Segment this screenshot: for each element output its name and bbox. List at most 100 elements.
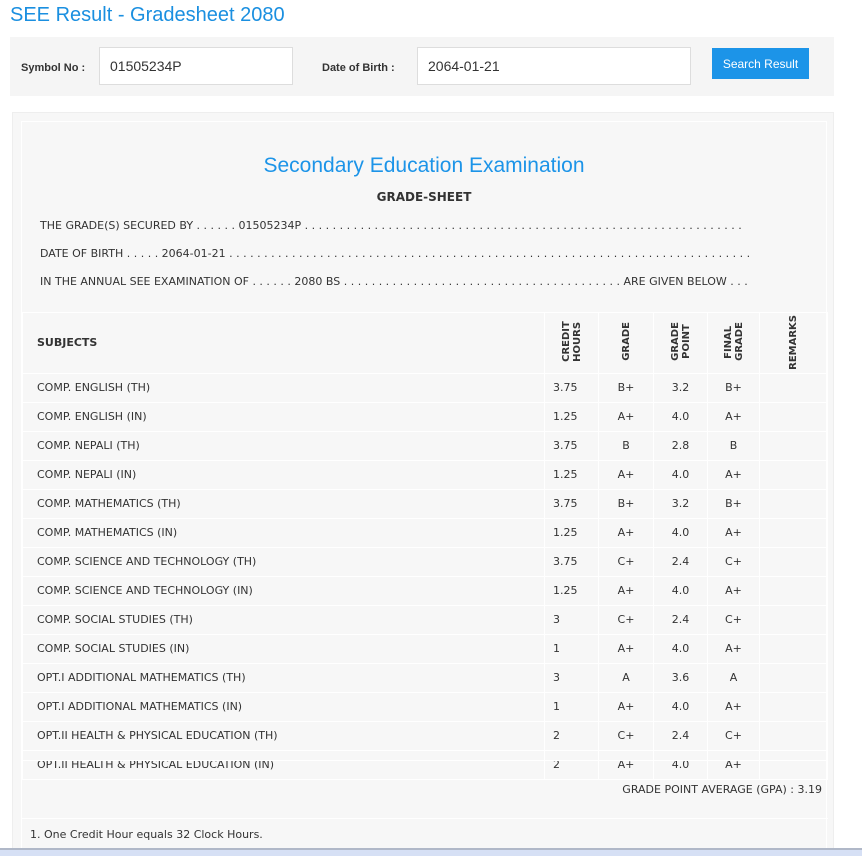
table-row: COMP. SCIENCE AND TECHNOLOGY (IN) 1.25 A+ 4… — [22, 575, 828, 606]
cell-grade: A+ — [598, 633, 654, 664]
cell-remarks — [759, 691, 828, 722]
cell-final-grade: A+ — [707, 459, 760, 490]
cell-grade-point: 2.4 — [653, 604, 708, 635]
cell-grade: A+ — [598, 517, 654, 548]
cell-grade-point: 4.0 — [653, 633, 708, 664]
cell-remarks — [759, 488, 828, 519]
cell-credit-hours: 1.25 — [544, 575, 599, 606]
cell-credit-hours: 2 — [544, 720, 599, 751]
dob-input[interactable] — [417, 47, 691, 85]
table-row: COMP. NEPALI (TH) 3.75 B 2.8 B — [22, 430, 828, 461]
cell-credit-hours: 2 — [544, 749, 599, 780]
gpa-summary: GRADE POINT AVERAGE (GPA) : 3.19 — [22, 760, 828, 818]
cell-final-grade: B — [707, 430, 760, 461]
secured-by-line: THE GRADE(S) SECURED BY . . . . . . 0150… — [40, 219, 742, 232]
cell-credit-hours: 3.75 — [544, 372, 599, 403]
cell-credit-hours: 1.25 — [544, 517, 599, 548]
cell-credit-hours: 3.75 — [544, 488, 599, 519]
cell-final-grade: A+ — [707, 633, 760, 664]
cell-remarks — [759, 604, 828, 635]
cell-grade: B+ — [598, 488, 654, 519]
dob-line: DATE OF BIRTH . . . . . 2064-01-21 . . .… — [40, 247, 751, 260]
col-remarks: REMARKS — [788, 315, 799, 370]
cell-grade: C+ — [598, 546, 654, 577]
cell-credit-hours: 3.75 — [544, 430, 599, 461]
cell-subject: COMP. SOCIAL STUDIES (TH) — [22, 604, 545, 635]
symbol-input[interactable] — [99, 47, 293, 85]
cell-credit-hours: 1.25 — [544, 459, 599, 490]
cell-grade-point: 3.2 — [653, 488, 708, 519]
page-title: SEE Result - Gradesheet 2080 — [10, 4, 285, 26]
cell-grade-point: 3.6 — [653, 662, 708, 693]
table-row: COMP. ENGLISH (IN) 1.25 A+ 4.0 A+ — [22, 401, 828, 432]
cell-credit-hours: 3 — [544, 604, 599, 635]
cell-credit-hours: 3.75 — [544, 546, 599, 577]
cell-subject: COMP. ENGLISH (TH) — [22, 372, 545, 403]
cell-grade: B — [598, 430, 654, 461]
col-grade: GRADE — [620, 322, 632, 361]
cell-subject: COMP. SCIENCE AND TECHNOLOGY (TH) — [22, 546, 545, 577]
cell-grade: A — [598, 662, 654, 693]
cell-subject: COMP. NEPALI (TH) — [22, 430, 545, 461]
exam-line: IN THE ANNUAL SEE EXAMINATION OF . . . .… — [40, 275, 748, 288]
search-result-button[interactable]: Search Result — [712, 48, 809, 79]
cell-subject: COMP. MATHEMATICS (TH) — [22, 488, 545, 519]
table-row: COMP. MATHEMATICS (TH) 3.75 B+ 3.2 B+ — [22, 488, 828, 519]
cell-credit-hours: 3 — [544, 662, 599, 693]
cell-final-grade: B+ — [707, 372, 760, 403]
cell-subject: OPT.II HEALTH & PHYSICAL EDUCATION (TH) — [22, 720, 545, 751]
cell-remarks — [759, 372, 828, 403]
cell-grade: B+ — [598, 372, 654, 403]
table-row: COMP. MATHEMATICS (IN) 1.25 A+ 4.0 A+ — [22, 517, 828, 548]
cell-grade: A+ — [598, 459, 654, 490]
cell-remarks — [759, 633, 828, 664]
cell-grade-point: 4.0 — [653, 575, 708, 606]
symbol-label: Symbol No : — [21, 62, 86, 74]
dob-label: Date of Birth : — [322, 62, 395, 74]
cell-grade: A+ — [598, 401, 654, 432]
col-subjects: SUBJECTS — [22, 312, 545, 374]
cell-grade-point: 4.0 — [653, 517, 708, 548]
cell-grade-point: 4.0 — [653, 749, 708, 780]
table-row: OPT.I ADDITIONAL MATHEMATICS (TH) 3 A 3.6 A — [22, 662, 828, 693]
cell-final-grade: A+ — [707, 691, 760, 722]
cell-subject: OPT.I ADDITIONAL MATHEMATICS (IN) — [22, 691, 545, 722]
table-row: OPT.II HEALTH & PHYSICAL EDUCATION (TH) 2… — [22, 720, 828, 751]
credit-hour-note: 1. One Credit Hour equals 32 Clock Hours… — [22, 818, 828, 852]
table-header: SUBJECTS CREDIT HOURS GRADE GRADE POINT … — [22, 312, 828, 374]
bottom-bar — [0, 848, 862, 856]
cell-subject: COMP. SOCIAL STUDIES (IN) — [22, 633, 545, 664]
table-row: COMP. SCIENCE AND TECHNOLOGY (TH) 3.75 C+ 2… — [22, 546, 828, 577]
cell-remarks — [759, 517, 828, 548]
cell-credit-hours: 1.25 — [544, 401, 599, 432]
cell-final-grade: A+ — [707, 575, 760, 606]
cell-final-grade: A — [707, 662, 760, 693]
cell-grade-point: 3.2 — [653, 372, 708, 403]
cell-grade-point: 2.4 — [653, 546, 708, 577]
cell-final-grade: C+ — [707, 720, 760, 751]
cell-grade-point: 4.0 — [653, 691, 708, 722]
table-row: OPT.I ADDITIONAL MATHEMATICS (IN) 1 A+ 4.0 A… — [22, 691, 828, 722]
cell-final-grade: B+ — [707, 488, 760, 519]
col-grade-point: GRADE POINT — [669, 322, 692, 361]
cell-remarks — [759, 430, 828, 461]
cell-final-grade: A+ — [707, 517, 760, 548]
cell-subject: OPT.I ADDITIONAL MATHEMATICS (TH) — [22, 662, 545, 693]
table-row: COMP. SOCIAL STUDIES (IN) 1 A+ 4.0 A+ — [22, 633, 828, 664]
cell-grade: C+ — [598, 604, 654, 635]
table-row: COMP. SOCIAL STUDIES (TH) 3 C+ 2.4 C+ — [22, 604, 828, 635]
cell-final-grade: C+ — [707, 546, 760, 577]
table-row: COMP. NEPALI (IN) 1.25 A+ 4.0 A+ — [22, 459, 828, 490]
cell-remarks — [759, 720, 828, 751]
cell-grade-point: 2.8 — [653, 430, 708, 461]
table-row: COMP. ENGLISH (TH) 3.75 B+ 3.2 B+ — [22, 372, 828, 403]
cell-final-grade: A+ — [707, 401, 760, 432]
cell-subject: COMP. SCIENCE AND TECHNOLOGY (IN) — [22, 575, 545, 606]
col-credit-hours: CREDIT HOURS — [560, 321, 583, 362]
cell-grade-point: 2.4 — [653, 720, 708, 751]
cell-remarks — [759, 459, 828, 490]
cell-final-grade: C+ — [707, 604, 760, 635]
cell-subject: COMP. NEPALI (IN) — [22, 459, 545, 490]
cell-subject: OPT.II HEALTH & PHYSICAL EDUCATION (IN) — [22, 749, 545, 780]
cell-grade-point: 4.0 — [653, 459, 708, 490]
